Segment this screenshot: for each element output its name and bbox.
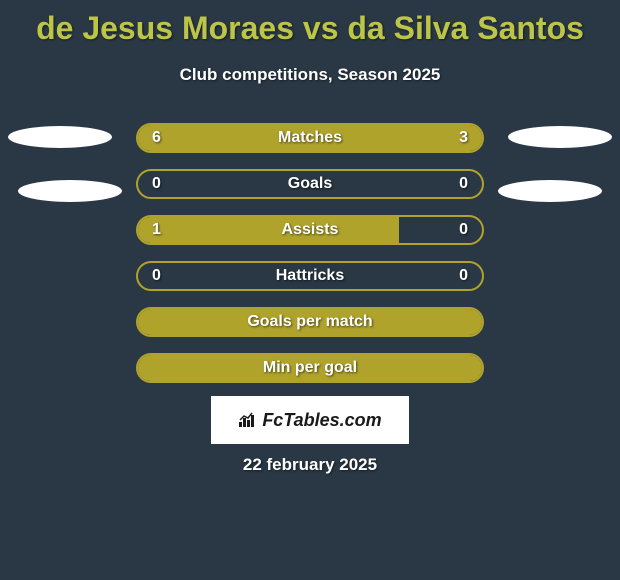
stat-label: Matches	[138, 129, 482, 147]
stat-row-goals-per-match: Goals per match	[136, 307, 484, 337]
chart-icon	[238, 412, 258, 428]
player-right-avatar-1	[508, 126, 612, 148]
footer-logo-text: FcTables.com	[262, 410, 381, 431]
page-subtitle: Club competitions, Season 2025	[0, 65, 620, 85]
stat-label: Hattricks	[138, 267, 482, 285]
stat-label: Min per goal	[138, 359, 482, 377]
stat-label: Goals per match	[138, 313, 482, 331]
stat-row-goals: 0 Goals 0	[136, 169, 484, 199]
player-right-avatar-2	[498, 180, 602, 202]
stat-value-right: 0	[459, 267, 468, 285]
stat-value-right: 3	[459, 129, 468, 147]
stats-container: 6 Matches 3 0 Goals 0 1 Assists 0 0 Hatt…	[136, 123, 484, 399]
stat-label: Assists	[138, 221, 482, 239]
page-title: de Jesus Moraes vs da Silva Santos	[0, 0, 620, 47]
player-left-avatar-1	[8, 126, 112, 148]
stat-value-right: 0	[459, 175, 468, 193]
stat-row-hattricks: 0 Hattricks 0	[136, 261, 484, 291]
stat-row-assists: 1 Assists 0	[136, 215, 484, 245]
player-left-avatar-2	[18, 180, 122, 202]
stat-value-right: 0	[459, 221, 468, 239]
stat-row-matches: 6 Matches 3	[136, 123, 484, 153]
footer-logo[interactable]: FcTables.com	[211, 396, 409, 444]
stat-row-min-per-goal: Min per goal	[136, 353, 484, 383]
footer-date: 22 february 2025	[0, 455, 620, 475]
stat-label: Goals	[138, 175, 482, 193]
